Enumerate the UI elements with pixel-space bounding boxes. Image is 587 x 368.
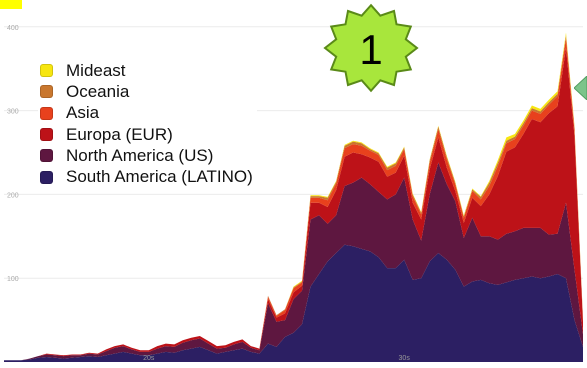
badge-star-shape [323,3,419,93]
legend-label: Oceania [66,81,130,101]
y-tick-label: 400 [7,25,19,32]
area-north-america-us [4,162,583,361]
legend-item: North America (US) [40,145,253,166]
legend-label: Asia [66,103,100,123]
legend: Mideast Oceania Asia Europa (EUR) North Amer… [38,59,257,190]
badge-label: 1 [359,26,382,73]
legend-swatch [40,149,53,163]
legend-item: Oceania [40,81,253,102]
legend-label: Mideast [66,60,126,80]
legend-label: North America (US) [66,145,214,165]
corner-marker [0,0,22,9]
area-europa-eur [4,47,583,361]
legend-item: Asia [40,103,253,124]
y-tick-label: 200 [7,192,19,199]
legend-label: Europa (EUR) [66,124,173,144]
area-series [4,32,583,362]
legend-item: South America (LATINO) [40,166,253,187]
next-arrow-icon[interactable] [574,76,587,100]
y-tick-label: 300 [7,109,19,116]
legend-swatch [40,170,53,184]
legend-item: Mideast [40,60,253,81]
legend-swatch [40,85,53,99]
legend-swatch [40,128,53,142]
legend-swatch [40,106,53,120]
number-badge: 1 [323,3,419,93]
axis-ticks: 100 200 300 400 20s 30s [7,25,410,362]
area-south-america-latino [4,244,583,362]
x-tick-label: 30s [399,355,411,362]
legend-swatch [40,64,53,78]
y-tick-label: 100 [7,276,19,283]
legend-label: South America (LATINO) [66,167,253,187]
x-tick-label: 20s [143,355,155,362]
legend-item: Europa (EUR) [40,124,253,145]
